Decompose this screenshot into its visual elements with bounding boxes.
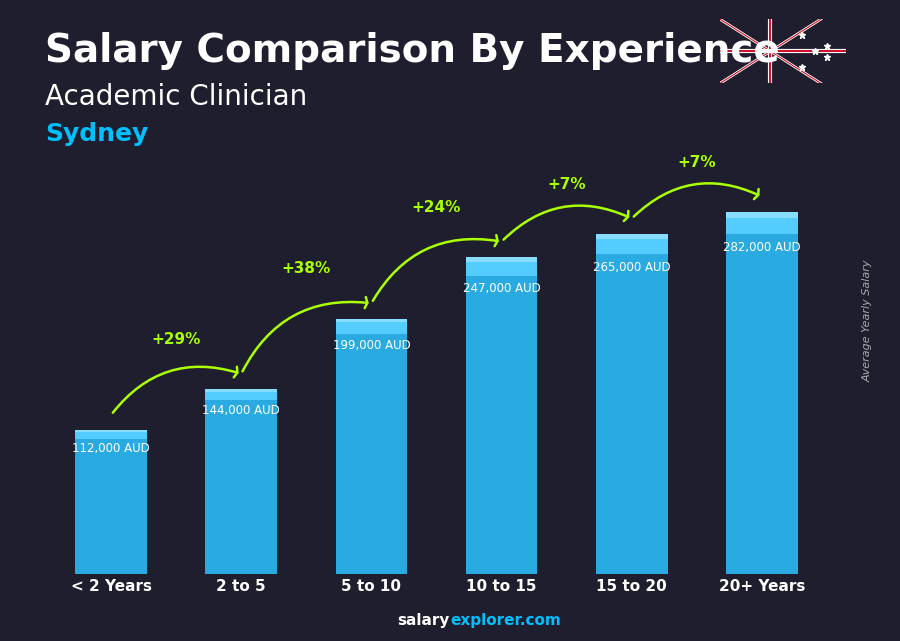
- Bar: [466, 257, 537, 276]
- Bar: [205, 389, 277, 392]
- Text: +24%: +24%: [412, 199, 461, 215]
- Text: 247,000 AUD: 247,000 AUD: [463, 283, 541, 296]
- Text: 144,000 AUD: 144,000 AUD: [202, 404, 280, 417]
- Text: explorer.com: explorer.com: [450, 613, 561, 628]
- Text: 265,000 AUD: 265,000 AUD: [593, 261, 670, 274]
- Bar: [336, 319, 407, 574]
- Text: +38%: +38%: [282, 262, 331, 276]
- Bar: [726, 212, 797, 234]
- Text: 112,000 AUD: 112,000 AUD: [72, 442, 150, 455]
- Text: +7%: +7%: [547, 176, 586, 192]
- Bar: [76, 430, 147, 439]
- Bar: [336, 319, 407, 322]
- Text: Salary Comparison By Experience: Salary Comparison By Experience: [45, 32, 779, 70]
- Text: +29%: +29%: [151, 332, 201, 347]
- Bar: [76, 430, 147, 433]
- Text: 199,000 AUD: 199,000 AUD: [332, 339, 410, 352]
- Bar: [596, 234, 668, 239]
- Bar: [205, 389, 277, 574]
- Bar: [336, 319, 407, 334]
- Bar: [76, 430, 147, 574]
- Text: +7%: +7%: [678, 154, 716, 170]
- Text: Academic Clinician: Academic Clinician: [45, 83, 307, 112]
- Text: 282,000 AUD: 282,000 AUD: [723, 241, 801, 254]
- Bar: [726, 212, 797, 217]
- Text: salary: salary: [398, 613, 450, 628]
- Bar: [596, 234, 668, 254]
- Bar: [466, 257, 537, 262]
- Bar: [466, 257, 537, 574]
- Text: Sydney: Sydney: [45, 122, 148, 146]
- Text: Average Yearly Salary: Average Yearly Salary: [863, 259, 873, 382]
- Bar: [726, 212, 797, 574]
- Bar: [596, 234, 668, 574]
- Bar: [205, 389, 277, 401]
